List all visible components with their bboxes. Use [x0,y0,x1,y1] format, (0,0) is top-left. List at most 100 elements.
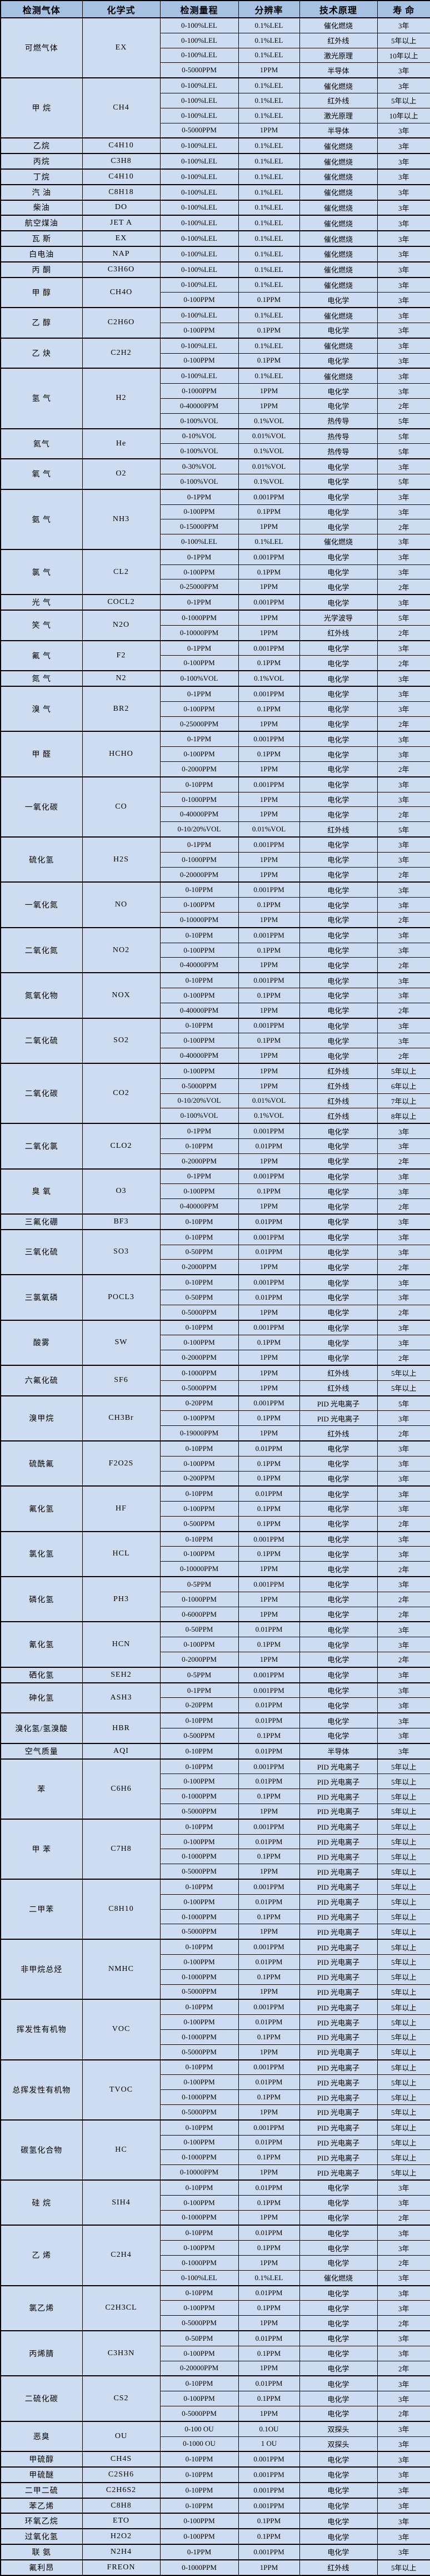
lifespan-cell: 5年以上 [377,92,430,108]
lifespan-cell: 5年 [377,413,430,429]
table-row: 0-10000PPM 1PPM 电化学 2年 [1,1561,430,1577]
range-cell: 0-100%LEL [159,199,239,216]
resolution-cell: 0.01PPM [238,2179,300,2196]
table-row: 0-500PPM 0.1PPM 电化学 3年 [1,1728,430,1744]
lifespan-cell: 3年 [377,776,430,792]
resolution-cell: 0.001PPM [238,2466,300,2483]
principle-cell: 电化学 [299,2405,378,2422]
table-row: 总挥发性有机物 TVOC 0-10PPM 0.001PPM PID 光电离子 5年以上 [0,2059,430,2121]
gas-name-cell: 瓦 斯 [0,230,83,247]
principle-cell: PID 光电离子 [299,2119,378,2136]
principle-cell: PID 光电离子 [299,1758,378,1775]
resolution-cell: 1PPM [238,1804,300,1820]
table-row: 0-100PPM 0.1PPM 电化学 3年 [1,504,430,520]
range-cell: 0-25000PPM [159,579,239,595]
principle-cell: 光学波导 [299,610,378,626]
principle-cell: PID 光电离子 [299,1395,378,1411]
range-cell: 0-100PPM [159,1455,239,1472]
principle-cell: 电化学 [299,2528,378,2545]
principle-cell: 催化燃烧 [299,215,378,231]
lifespan-cell: 3年 [377,1728,430,1744]
formula-cell: BF3 [82,1213,161,1230]
table-row: 0-1000PPM 1PPM 电化学 2年 [1,1591,430,1607]
principle-cell: 电化学 [299,473,378,490]
formula-cell: AQI [82,1742,161,1760]
range-cell: 0-100%VOL [159,473,239,490]
resolution-cell: 0.001PPM [238,686,300,702]
gas-name-cell: 氯 气 [0,548,83,595]
lifespan-cell: 3年 [377,337,430,354]
range-cell: 0-5000PPM [159,1984,239,2000]
lifespan-cell: 3年 [377,2240,430,2256]
range-cell: 0-500PPM [159,1728,239,1744]
lifespan-cell: 3年 [377,1033,430,1049]
principle-cell: 电化学 [299,957,378,973]
table-row: 0-100PPM 0.01PPM PID 光电离子 5年以上 [1,1834,430,1850]
resolution-cell: 0.001PPM [238,2059,300,2075]
principle-cell: 电化学 [299,1728,378,1744]
table-row: 0-100PPM 0.1PPM 电化学 3年 [1,988,430,1003]
table-row: 航空煤油 JET A 0-100%LEL 0.1%LEL 催化燃烧 3年 [0,215,430,231]
range-cell: 0-100PPM [159,2391,239,2406]
formula-cell: SO3 [82,1228,161,1275]
table-row: 0-100%LEL 0.1%LEL 激光原理 10年以上 [1,47,430,63]
lifespan-cell: 5年以上 [377,2559,430,2576]
lifespan-cell: 3年 [377,927,430,943]
range-cell: 0-1PPM [159,836,239,853]
formula-cell: C2H4 [82,2225,161,2286]
lifespan-cell: 2年 [377,1002,430,1019]
lifespan-cell: 5年以上 [377,2029,430,2045]
range-cell: 0-40000PPM [159,957,239,973]
principle-cell: 催化燃烧 [299,153,378,170]
table-row: 环氧乙烷 ETO 0-100PPM 0.1PPM 电化学 3年 [0,2513,430,2529]
lifespan-cell: 3年 [377,488,430,505]
table-row: 甲 醛 HCHO 0-1PPM 0.001PPM 电化学 3年 [0,731,430,777]
lifespan-cell: 5年以上 [377,2149,430,2166]
gas-name-cell: 乙烷 [0,137,83,154]
lifespan-cell: 3年 [377,122,430,138]
resolution-cell: 0.1%LEL [238,137,300,154]
lifespan-cell: 5年以上 [377,2104,430,2121]
resolution-cell: 1PPM [238,1591,300,1607]
table-row: 0-100%LEL 0.1%LEL 红外线 5年以上 [1,92,430,108]
principle-cell: 电化学 [299,1515,378,1532]
table-row: 一氧化氮 NO 0-10PPM 0.001PPM 电化学 3年 [0,881,430,928]
resolution-cell: 0.01%VOL [238,1093,300,1109]
gas-name-cell: 磷化氢 [0,1576,83,1622]
principle-cell: 电化学 [299,1652,378,1668]
principle-cell: 电化学 [299,1485,378,1502]
gas-name-cell: 甲硫醇 [0,2451,83,2468]
principle-cell: 红外线 [299,1062,378,1079]
header-lifespan: 寿 命 [377,0,430,18]
range-cell: 0-1000PPM [159,2149,239,2166]
lifespan-cell: 5年以上 [377,1999,430,2015]
resolution-cell: 0.001PPM [238,927,300,943]
lifespan-cell: 3年 [377,17,430,33]
range-cell: 0-40000PPM [159,398,239,414]
resolution-cell: 0.01PPM [238,2074,300,2090]
range-cell: 0-1000PPM [159,791,239,808]
formula-cell: C6H6 [82,1758,161,1820]
principle-cell: 半导体 [299,122,378,138]
resolution-cell: 0.001PPM [238,1818,300,1835]
lifespan-cell: 3年 [377,1712,430,1729]
range-cell: 0-50PPM [159,2330,239,2346]
resolution-cell: 0.1PPM [238,2089,300,2105]
principle-cell: 电化学 [299,942,378,958]
table-row: 过氧化氢 H2O2 0-100PPM 0.1PPM 电化学 3年 [0,2528,430,2545]
formula-cell: C8H18 [82,184,161,201]
resolution-cell: 0.001PPM [238,2497,300,2514]
table-row: 臭 氧 O3 0-1PPM 0.001PPM 电化学 3年 [0,1168,430,1215]
range-cell: 0-10PPM [159,2497,239,2514]
principle-cell: 电化学 [299,519,378,535]
resolution-cell: 0.001PPM [238,836,300,853]
principle-cell: 电化学 [299,1289,378,1305]
principle-cell: 电化学 [299,1213,378,1230]
principle-cell: 电化学 [299,2360,378,2376]
table-row: 氮氧化物 NOX 0-10PPM 0.001PPM 电化学 3年 [0,972,430,1019]
lifespan-cell: 3年 [377,1637,430,1653]
principle-cell: 电化学 [299,2497,378,2514]
principle-cell: PID 光电离子 [299,1849,378,1865]
principle-cell: 电化学 [299,2345,378,2361]
formula-cell: VOC [82,1999,161,2060]
